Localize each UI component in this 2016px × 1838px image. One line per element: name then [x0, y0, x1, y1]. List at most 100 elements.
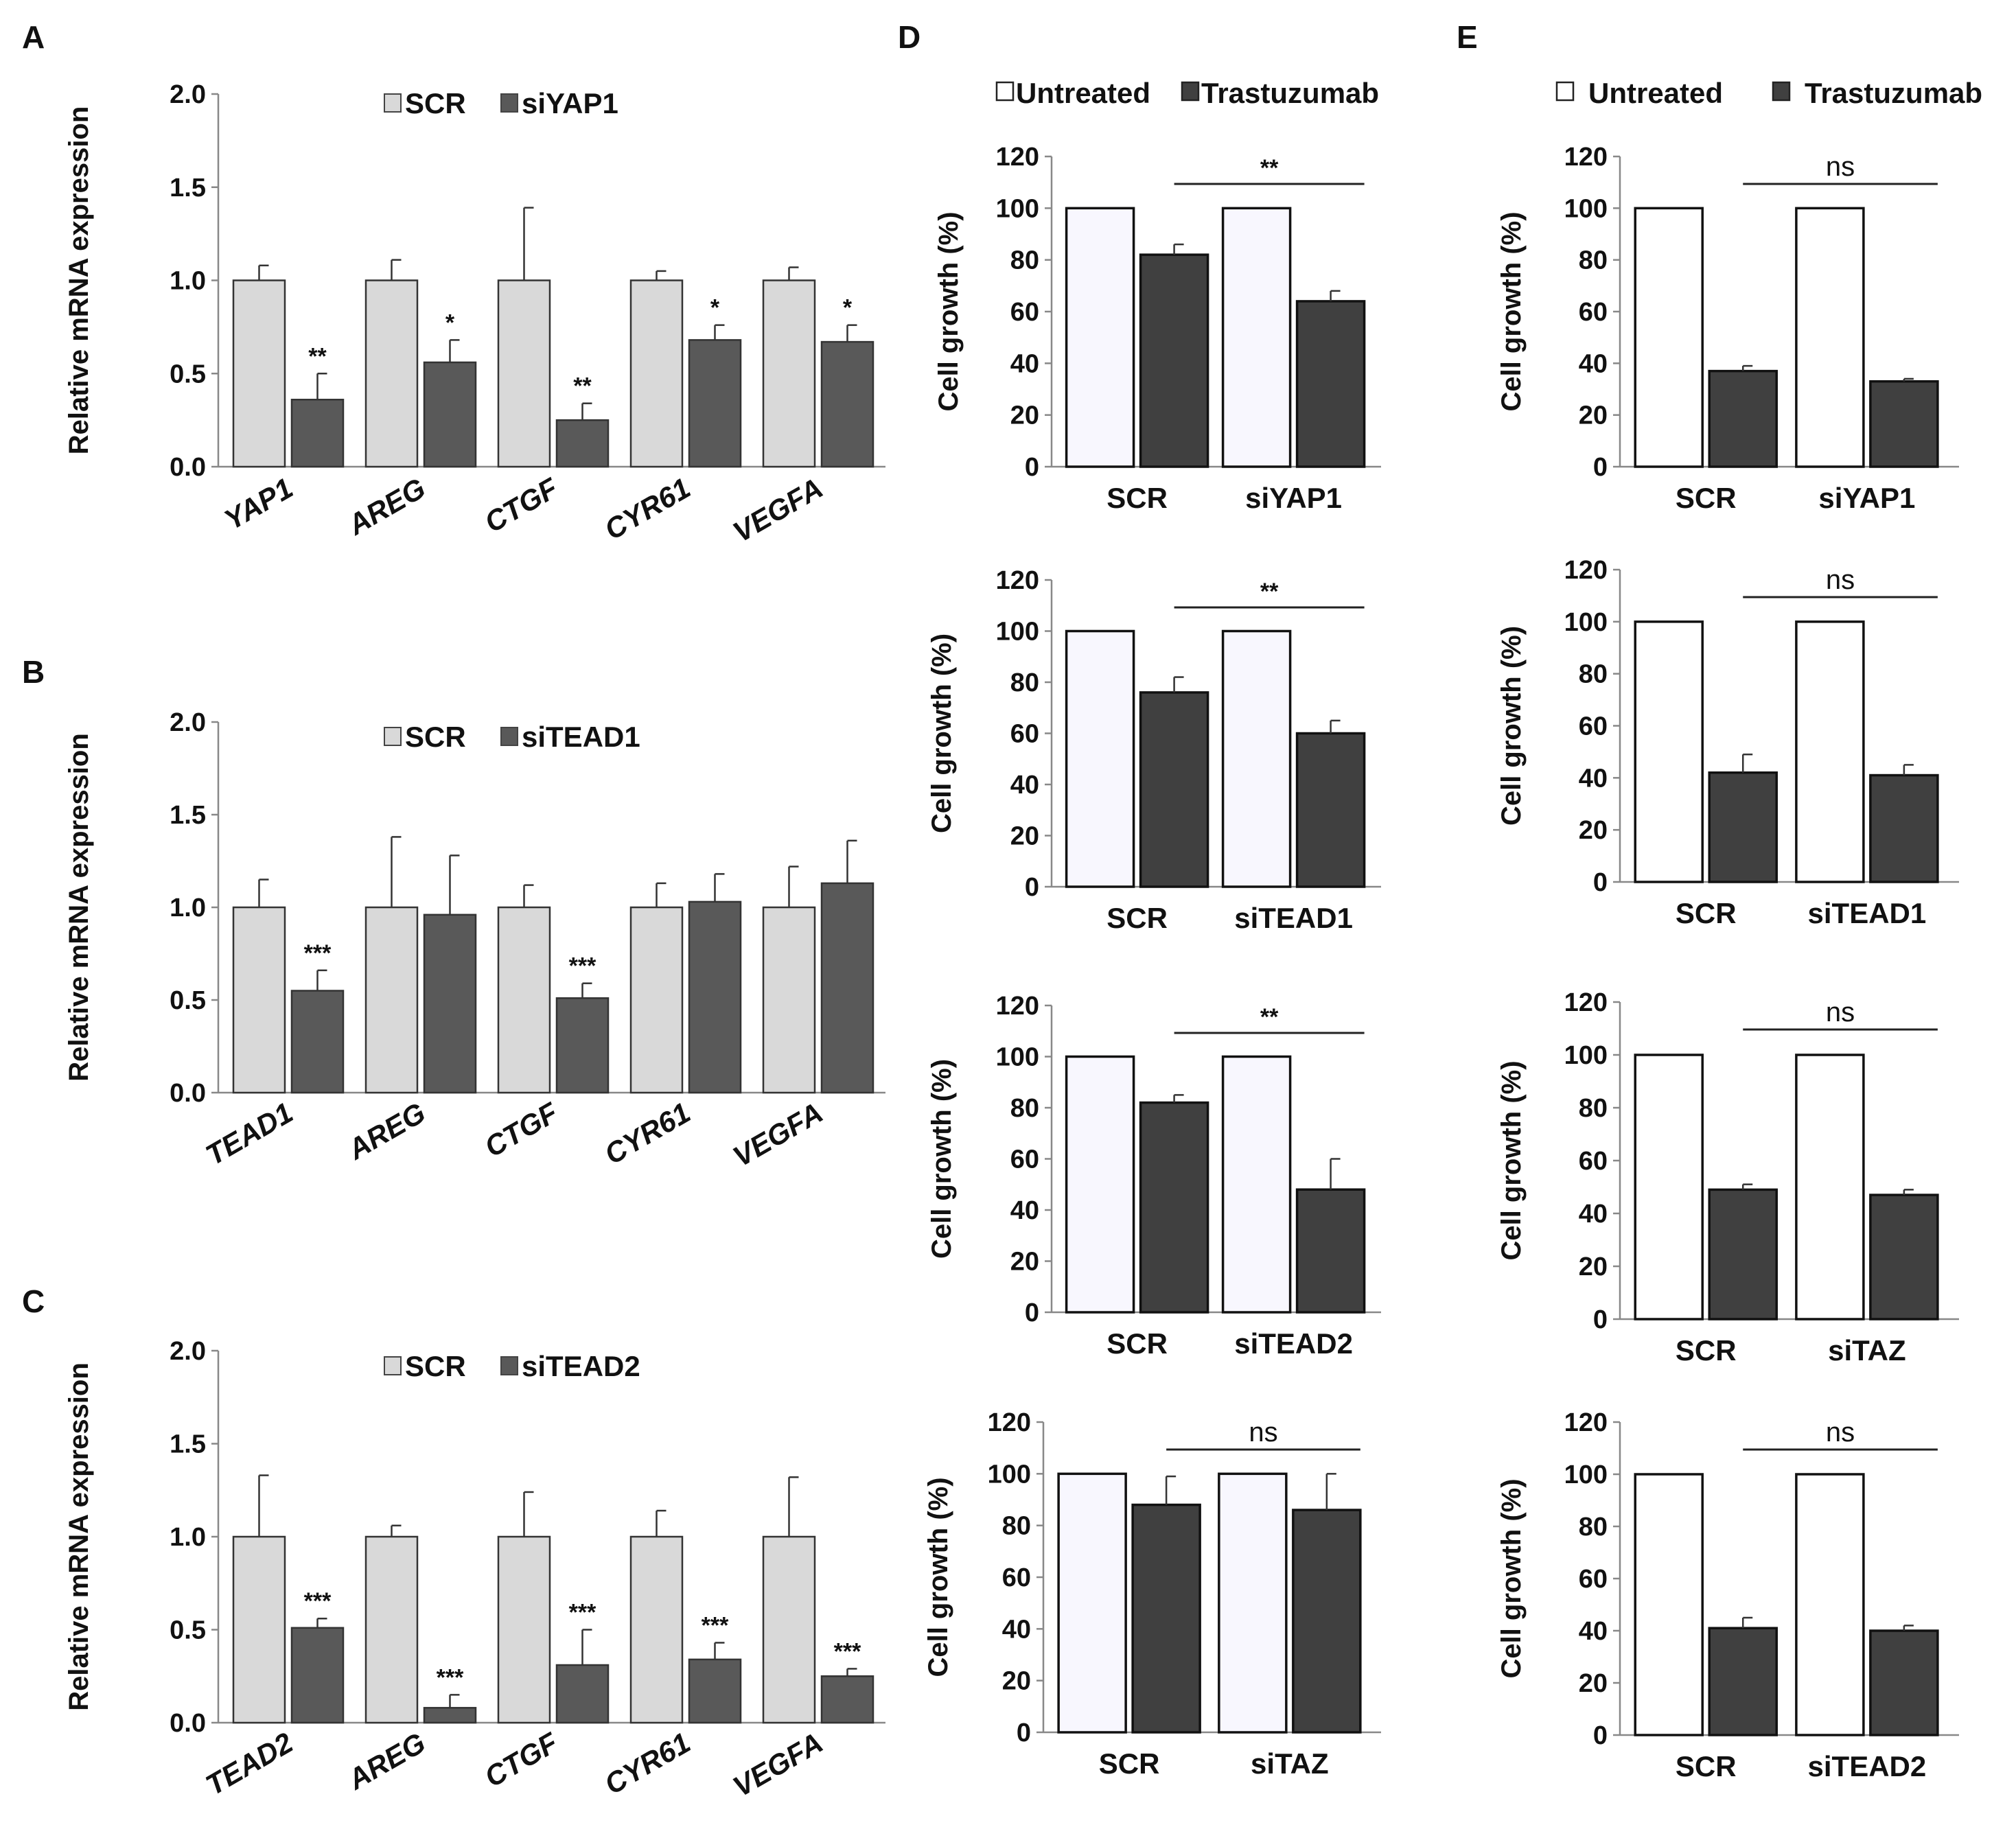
bar-trastuzumab	[1139, 691, 1209, 888]
bar-untreated	[1221, 629, 1292, 888]
comparison-label: **	[1260, 579, 1279, 605]
x-category-label: VEGFA	[728, 472, 829, 548]
comparison-label: **	[1260, 1004, 1279, 1030]
bar-scr	[232, 906, 286, 1094]
bar-trastuzumab	[1708, 771, 1778, 883]
x-category-label: CYR61	[599, 472, 696, 546]
bar-siyap1	[820, 340, 874, 468]
comparison-label: ns	[1826, 152, 1855, 182]
x-category-label: CYR61	[599, 1096, 696, 1170]
bar-sitead2	[555, 1664, 610, 1724]
panel-letter: E	[1457, 19, 1478, 55]
y-tick-label: 60	[1579, 1565, 1608, 1594]
y-tick-label: 80	[1002, 1512, 1031, 1541]
legend-label: Trastuzumab	[1201, 77, 1379, 109]
chart-d1: D 0 20 40 60 80 100 120 Cell growth (%) Untreated…	[898, 19, 1381, 514]
chart-d3: 0 20 40 60 80 100 120 Cell growth (%) SCR siTEAD2…	[927, 992, 1381, 1360]
y-tick-label: 120	[1564, 1408, 1608, 1437]
y-tick-label: 60	[1010, 720, 1039, 749]
comparison-label: **	[1260, 155, 1279, 181]
bar-sitead2	[423, 1707, 477, 1724]
y-tick-label: 100	[1564, 1041, 1608, 1070]
y-tick-label: 100	[996, 194, 1039, 223]
bar-scr	[232, 279, 286, 468]
y-tick-label: 1.5	[170, 801, 206, 830]
bar-trastuzumab	[1708, 1188, 1778, 1321]
bar-untreated	[1057, 1472, 1127, 1734]
y-tick-label: 40	[1010, 1196, 1039, 1225]
bar-scr	[364, 279, 419, 468]
legend-swatch	[384, 727, 402, 746]
x-category-label: siTEAD1	[1234, 902, 1353, 934]
legend-label: siTEAD1	[522, 721, 640, 753]
y-tick-label: 120	[1564, 988, 1608, 1017]
y-tick-label: 0	[1593, 868, 1608, 897]
y-tick-label: 60	[1579, 1147, 1608, 1176]
y-tick-label: 20	[1579, 1253, 1608, 1281]
x-category-label: CYR61	[599, 1726, 696, 1800]
y-tick-label: 100	[1564, 1461, 1608, 1489]
bar-sitead2	[820, 1675, 874, 1724]
bar-untreated	[1065, 629, 1135, 888]
x-category-label: siTAZ	[1251, 1747, 1329, 1780]
y-tick-label: 80	[1010, 1094, 1039, 1123]
y-tick-label: 120	[988, 1408, 1031, 1437]
bar-untreated	[1065, 1055, 1135, 1314]
y-tick-label: 20	[1010, 1248, 1039, 1277]
legend-label: SCR	[405, 1350, 466, 1382]
panel-letter: D	[898, 19, 920, 55]
significance-label: **	[573, 373, 592, 399]
y-tick-label: 40	[1010, 349, 1039, 378]
bar-trastuzumab	[1869, 1629, 1939, 1736]
x-category-label: SCR	[1099, 1747, 1160, 1780]
bar-scr	[497, 906, 551, 1094]
y-tick-label: 100	[988, 1460, 1031, 1489]
y-tick-label: 60	[1579, 712, 1608, 741]
y-tick-label: 0	[1017, 1719, 1031, 1747]
x-category-label: VEGFA	[728, 1096, 829, 1173]
y-tick-label: 40	[1579, 764, 1608, 793]
legend-label: Trastuzumab	[1805, 77, 1982, 109]
chart-e2: 0 20 40 60 80 100 120 Cell growth (%) SCR siTEAD1…	[1496, 556, 1959, 929]
y-tick-label: 20	[1579, 402, 1608, 430]
panel-letter: A	[22, 19, 45, 55]
bar-sitead1	[820, 882, 874, 1094]
significance-label: *	[710, 295, 720, 321]
x-category-label: SCR	[1676, 482, 1737, 514]
y-tick-label: 0	[1025, 873, 1039, 902]
bar-scr	[364, 1535, 419, 1724]
bar-scr	[762, 279, 816, 468]
y-tick-label: 120	[996, 566, 1039, 595]
comparison-label: ns	[1826, 997, 1855, 1027]
chart-e4: 0 20 40 60 80 100 120 Cell growth (%) SCR siTEAD2…	[1496, 1408, 1959, 1782]
significance-label: **	[308, 343, 327, 369]
bar-scr	[629, 1535, 684, 1724]
x-category-label: TEAD1	[200, 1096, 299, 1172]
y-tick-label: 120	[1564, 556, 1608, 585]
chart-c: C 0.0 0.5 1.0 1.5 2.0 Relative mRNA expression…	[22, 1283, 885, 1803]
legend-label: Untreated	[1016, 77, 1150, 109]
y-tick-label: 1.5	[170, 174, 206, 202]
bar-trastuzumab	[1869, 1194, 1939, 1321]
x-category-label: siTEAD2	[1234, 1327, 1353, 1360]
y-tick-label: 2.0	[170, 80, 206, 109]
y-axis-title: Cell growth (%)	[934, 211, 964, 411]
y-tick-label: 80	[1010, 246, 1039, 275]
y-tick-label: 80	[1579, 246, 1608, 275]
panel-letter: C	[22, 1283, 45, 1319]
legend-swatch	[384, 93, 402, 113]
y-tick-label: 0.0	[170, 453, 206, 482]
bar-sitead1	[688, 900, 742, 1094]
y-tick-label: 0.5	[170, 360, 206, 388]
y-tick-label: 80	[1010, 668, 1039, 697]
y-tick-label: 40	[1579, 349, 1608, 378]
y-axis-title: Cell growth (%)	[1496, 1478, 1527, 1678]
bar-siyap1	[555, 419, 610, 468]
significance-label: ***	[834, 1638, 861, 1664]
y-tick-label: 0	[1593, 453, 1608, 482]
bar-untreated	[1795, 207, 1865, 468]
x-category-label: YAP1	[219, 472, 299, 536]
bar-untreated	[1634, 1054, 1704, 1321]
y-tick-label: 20	[1002, 1667, 1031, 1696]
bar-trastuzumab	[1295, 732, 1366, 888]
